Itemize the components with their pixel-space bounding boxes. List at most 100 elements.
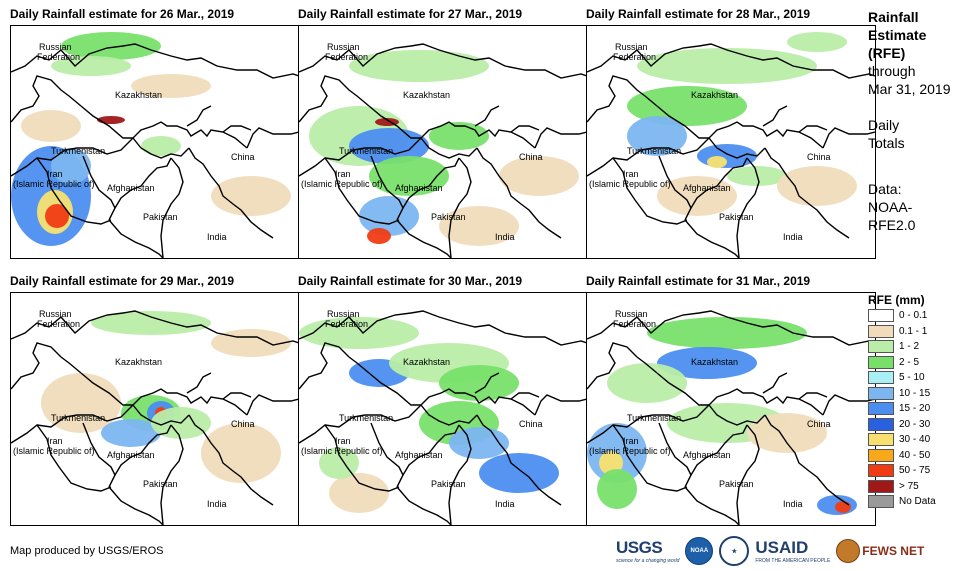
- legend-swatch: [868, 371, 894, 385]
- usaid-logo: USAID FROM THE AMERICAN PEOPLE: [755, 538, 830, 564]
- rainfall-patch: [61, 32, 161, 60]
- country-border: [11, 342, 82, 390]
- rainfall-panel-mar-28: Daily Rainfall estimate for 28 Mar., 201…: [586, 5, 876, 259]
- legend-label: 50 - 75: [899, 465, 931, 477]
- map-label-iran-1: Iran: [623, 436, 639, 446]
- map-label-turkmenistan: Turkmenistan: [627, 413, 681, 423]
- map-label-china: China: [231, 152, 255, 162]
- map-label-russia-1: Russian: [615, 42, 648, 52]
- legend-item: 15 - 20: [868, 401, 964, 417]
- product-title-line: Rainfall: [868, 9, 919, 25]
- country-border: [736, 157, 760, 258]
- rainfall-patch: [91, 311, 211, 335]
- country-border: [36, 404, 134, 428]
- map-label-turkmenistan: Turkmenistan: [51, 413, 105, 423]
- country-border: [534, 394, 587, 416]
- country-border: [324, 137, 422, 161]
- legend-label: 0.1 - 1: [899, 325, 928, 337]
- rainfall-patch: [657, 347, 757, 379]
- noaa-logo-text: NOAA: [690, 548, 709, 554]
- legend-item: 0 - 0.1: [868, 308, 964, 324]
- rainfall-patch: [439, 206, 519, 246]
- through-date: Mar 31, 2019: [868, 81, 951, 97]
- legend-swatch: [868, 448, 894, 462]
- usaid-tagline: FROM THE AMERICAN PEOPLE: [755, 558, 831, 564]
- rainfall-panel-mar-26: Daily Rainfall estimate for 26 Mar., 201…: [10, 5, 300, 259]
- map-label-pakistan: Pakistan: [719, 212, 754, 222]
- legend-label: 5 - 10: [899, 372, 925, 384]
- map-label-iran-1: Iran: [335, 169, 351, 179]
- legend-label: 30 - 40: [899, 434, 931, 446]
- country-border: [476, 147, 562, 239]
- legend-swatch: [868, 355, 894, 369]
- country-border: [370, 155, 404, 221]
- legend-label: 10 - 15: [899, 387, 931, 399]
- country-border: [80, 372, 133, 406]
- legend-label: 2 - 5: [899, 356, 920, 368]
- country-border: [396, 219, 452, 258]
- map-label-afghanistan: Afghanistan: [683, 183, 731, 193]
- map-label-kazakhstan: Kazakhstan: [691, 90, 738, 100]
- country-border: [448, 424, 472, 525]
- map-label-kazakhstan: Kazakhstan: [403, 90, 450, 100]
- map-label-pakistan: Pakistan: [719, 479, 754, 489]
- country-border: [108, 486, 164, 525]
- map-label-china: China: [519, 419, 543, 429]
- country-border: [222, 392, 252, 400]
- country-border: [11, 156, 112, 225]
- country-border: [299, 423, 400, 492]
- country-border: [299, 156, 400, 225]
- country-border: [368, 105, 421, 139]
- usgs-logo: USGS science for a changing world: [616, 538, 679, 564]
- panel-title: Daily Rainfall estimate for 31 Mar., 201…: [586, 274, 811, 288]
- country-border: [222, 125, 252, 133]
- country-border: [36, 137, 134, 161]
- country-border: [188, 414, 274, 506]
- panel-title: Daily Rainfall estimate for 26 Mar., 201…: [10, 7, 235, 21]
- rainfall-patch: [637, 48, 817, 84]
- country-border: [420, 388, 536, 416]
- legend-item: 40 - 50: [868, 448, 964, 464]
- country-border: [708, 137, 766, 159]
- map-label-afghanistan: Afghanistan: [395, 450, 443, 460]
- rainfall-panel-mar-27: Daily Rainfall estimate for 27 Mar., 201…: [298, 5, 588, 259]
- legend-swatch: [868, 464, 894, 478]
- legend-label: 20 - 30: [899, 418, 931, 430]
- country-border: [114, 157, 172, 209]
- rainfall-map: Russian Federation Kazakhstan Turkmenistan I…: [10, 25, 300, 259]
- country-border: [764, 414, 850, 506]
- map-label-pakistan: Pakistan: [143, 479, 178, 489]
- map-label-afghanistan: Afghanistan: [107, 450, 155, 460]
- country-border: [736, 424, 760, 525]
- legend-item: 5 - 10: [868, 370, 964, 386]
- map-label-iran-1: Iran: [335, 436, 351, 446]
- through-label: through: [868, 63, 916, 79]
- country-border: [299, 342, 370, 390]
- panel-title: Daily Rainfall estimate for 27 Mar., 201…: [298, 7, 523, 21]
- country-border: [798, 392, 828, 400]
- map-label-pakistan: Pakistan: [431, 212, 466, 222]
- country-border: [402, 157, 460, 209]
- country-border: [656, 105, 709, 139]
- rainfall-patch: [45, 204, 69, 228]
- map-label-pakistan: Pakistan: [143, 212, 178, 222]
- map-label-russia-2: Federation: [325, 52, 368, 62]
- rainfall-patch: [141, 136, 181, 156]
- rainfall-patch: [835, 501, 851, 513]
- country-border: [448, 157, 472, 258]
- legend-swatch: [868, 340, 894, 354]
- rainfall-patch: [439, 365, 519, 401]
- legend-item: No Data: [868, 494, 964, 510]
- country-border: [160, 424, 184, 525]
- usgs-tagline: science for a changing world: [616, 558, 680, 564]
- map-label-afghanistan: Afghanistan: [107, 183, 155, 193]
- map-label-russia-2: Federation: [613, 319, 656, 329]
- panel-title: Daily Rainfall estimate for 30 Mar., 201…: [298, 274, 523, 288]
- fews-logo-text: FEWS NET: [862, 544, 925, 558]
- rainfall-patch: [707, 156, 727, 168]
- product-title-line: (RFE): [868, 45, 906, 61]
- map-label-india: India: [207, 232, 227, 242]
- country-border: [587, 156, 688, 225]
- country-border: [420, 137, 478, 159]
